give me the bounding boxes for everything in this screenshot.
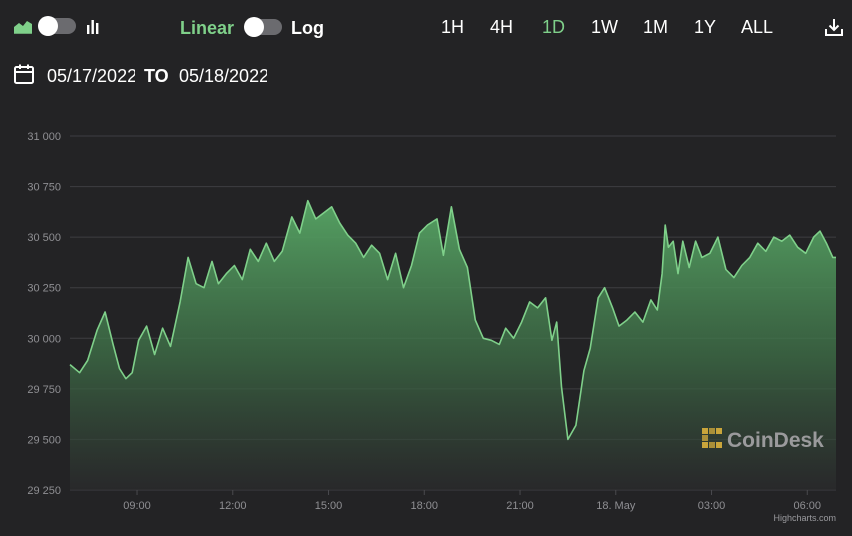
log-scale-label[interactable]: Log <box>291 18 324 38</box>
x-tick-label: 21:00 <box>506 500 534 512</box>
y-tick-label: 30 500 <box>27 232 61 244</box>
watermark-text: CoinDesk <box>727 429 824 452</box>
toggle-knob <box>244 17 264 37</box>
x-tick-label: 12:00 <box>219 500 247 512</box>
chart-type-toggle[interactable] <box>38 16 76 36</box>
range-button-1y[interactable]: 1Y <box>694 17 717 37</box>
coindesk-watermark: CoinDesk <box>702 428 824 452</box>
calendar-icon[interactable] <box>13 63 35 85</box>
x-tick-label: 18:00 <box>411 500 439 512</box>
date-range: 05/17/2022 TO 05/18/2022 <box>0 58 852 92</box>
x-axis: 09:00 12:00 15:00 18:00 21:00 18. May 03:00 06:… <box>123 490 821 512</box>
coindesk-logo-icon <box>702 428 722 448</box>
price-chart: 29 250 29 500 29 750 30 000 30 250 30 500 30 7… <box>27 131 836 523</box>
x-tick-label: 15:00 <box>315 500 343 512</box>
y-tick-label: 31 000 <box>27 131 61 143</box>
toggle-knob <box>38 16 58 36</box>
range-button-1h[interactable]: 1H <box>441 17 465 37</box>
y-tick-label: 30 750 <box>27 182 61 194</box>
x-tick-label: 03:00 <box>698 500 726 512</box>
date-to-input[interactable]: 05/18/2022 <box>179 66 267 86</box>
area-chart-icon[interactable] <box>13 18 33 34</box>
linear-scale-label[interactable]: Linear <box>180 18 235 38</box>
x-tick-label: 06:00 <box>794 500 822 512</box>
y-tick-label: 29 500 <box>27 434 61 446</box>
y-tick-label: 30 250 <box>27 283 61 295</box>
range-button-1m[interactable]: 1M <box>643 17 669 37</box>
y-axis: 29 250 29 500 29 750 30 000 30 250 30 500 30 7… <box>27 131 61 497</box>
y-tick-label: 30 000 <box>27 333 61 345</box>
download-icon[interactable] <box>824 17 844 37</box>
range-button-4h[interactable]: 4H <box>490 17 514 37</box>
price-area <box>70 200 836 490</box>
chart-toolbar: Linear Log 1H 4H 1D 1W 1M 1Y ALL <box>0 0 852 56</box>
y-tick-label: 29 750 <box>27 384 61 396</box>
range-button-1d[interactable]: 1D <box>542 17 566 37</box>
x-tick-label: 18. May <box>596 500 636 512</box>
highcharts-credits[interactable]: Highcharts.com <box>773 513 836 523</box>
range-button-1w[interactable]: 1W <box>591 17 618 37</box>
date-to-label: TO <box>144 66 169 86</box>
scale-toggle[interactable] <box>244 17 282 37</box>
x-tick-label: 09:00 <box>123 500 151 512</box>
price-line <box>69 199 836 441</box>
date-from-input[interactable]: 05/17/2022 <box>47 66 135 86</box>
range-button-all[interactable]: ALL <box>741 17 774 37</box>
y-tick-label: 29 250 <box>27 485 61 497</box>
bar-chart-icon[interactable] <box>86 17 102 35</box>
